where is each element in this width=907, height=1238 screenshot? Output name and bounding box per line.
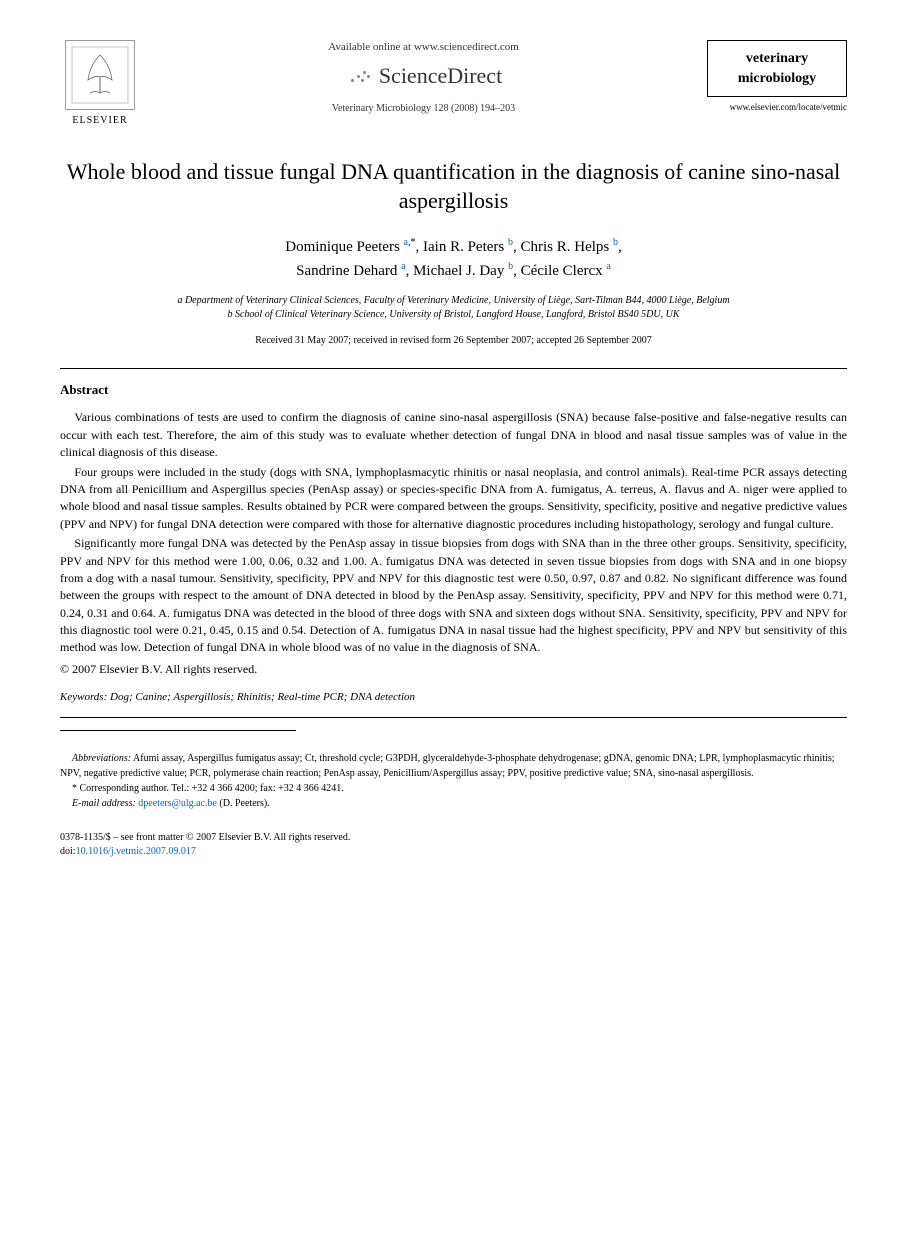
rule-top	[60, 368, 847, 369]
keywords: Keywords: Dog; Canine; Aspergillosis; Rh…	[60, 690, 847, 705]
abstract-body: Various combinations of tests are used t…	[60, 409, 847, 656]
doi-label: doi:	[60, 846, 76, 857]
footnote-rule	[60, 730, 296, 731]
abstract-heading: Abstract	[60, 381, 847, 399]
abbreviations-footnote: Abbreviations: Afumi assay, Aspergillus …	[60, 751, 847, 781]
abstract-para-3: Significantly more fungal DNA was detect…	[60, 535, 847, 657]
platform-name-text: ScienceDirect	[379, 63, 502, 88]
journal-box-wrapper: veterinary microbiology www.elsevier.com…	[707, 40, 847, 114]
corresponding-text: Tel.: +32 4 366 4200; fax: +32 4 366 424…	[171, 783, 344, 794]
center-header: Available online at www.sciencedirect.co…	[140, 40, 707, 116]
affiliations: a Department of Veterinary Clinical Scie…	[60, 294, 847, 322]
sciencedirect-dots-icon	[345, 69, 375, 83]
article-dates: Received 31 May 2007; received in revise…	[60, 334, 847, 348]
page-header: ELSEVIER Available online at www.science…	[60, 40, 847, 128]
abstract-copyright: © 2007 Elsevier B.V. All rights reserved…	[60, 661, 847, 678]
journal-box-line1: veterinary	[720, 49, 834, 69]
email-attribution: (D. Peeters).	[219, 798, 269, 809]
keywords-label: Keywords:	[60, 691, 107, 703]
publisher-logo: ELSEVIER	[60, 40, 140, 128]
footer-info: 0378-1135/$ – see front matter © 2007 El…	[60, 831, 847, 859]
publisher-name: ELSEVIER	[60, 114, 140, 128]
corresponding-footnote: * Corresponding author. Tel.: +32 4 366 …	[60, 781, 847, 796]
authors-list: Dominique Peeters a,*, Iain R. Peters b,…	[60, 235, 847, 282]
keywords-text: Dog; Canine; Aspergillosis; Rhinitis; Re…	[110, 691, 415, 703]
issn-line: 0378-1135/$ – see front matter © 2007 El…	[60, 831, 847, 845]
journal-box: veterinary microbiology	[707, 40, 847, 97]
affiliation-a: a Department of Veterinary Clinical Scie…	[60, 294, 847, 308]
doi-link[interactable]: 10.1016/j.vetmic.2007.09.017	[76, 846, 196, 857]
abbreviations-text: Afumi assay, Aspergillus fumigatus assay…	[60, 753, 835, 779]
footnotes: Abbreviations: Afumi assay, Aspergillus …	[60, 751, 847, 811]
abbreviations-label: Abbreviations:	[72, 753, 131, 764]
journal-box-line2: microbiology	[720, 69, 834, 89]
rule-bottom	[60, 717, 847, 718]
corresponding-label: * Corresponding author.	[72, 783, 169, 794]
journal-reference: Veterinary Microbiology 128 (2008) 194–2…	[160, 102, 687, 116]
email-link[interactable]: dpeeters@ulg.ac.be	[138, 798, 217, 809]
email-label: E-mail address:	[72, 798, 136, 809]
article-title: Whole blood and tissue fungal DNA quanti…	[60, 158, 847, 215]
elsevier-tree-icon	[65, 40, 135, 110]
journal-url: www.elsevier.com/locate/vetmic	[707, 101, 847, 114]
available-online-text: Available online at www.sciencedirect.co…	[160, 40, 687, 55]
email-footnote: E-mail address: dpeeters@ulg.ac.be (D. P…	[60, 796, 847, 811]
abstract-para-1: Various combinations of tests are used t…	[60, 409, 847, 461]
platform-name: ScienceDirect	[160, 61, 687, 92]
abstract-para-2: Four groups were included in the study (…	[60, 464, 847, 534]
affiliation-b: b School of Clinical Veterinary Science,…	[60, 308, 847, 322]
doi-line: doi:10.1016/j.vetmic.2007.09.017	[60, 845, 847, 859]
